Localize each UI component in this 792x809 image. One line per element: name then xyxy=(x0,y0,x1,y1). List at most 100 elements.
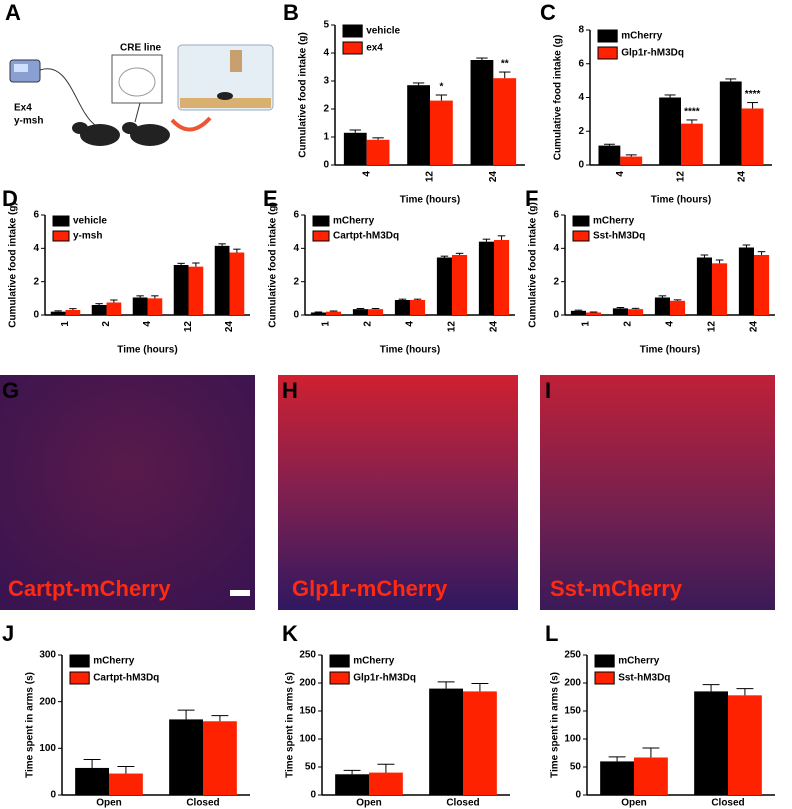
bar xyxy=(586,312,602,315)
y-tick-label: 6 xyxy=(553,210,559,221)
panel-letter: G xyxy=(2,378,19,403)
panel-letter: H xyxy=(282,378,298,403)
y-tick-label: 2 xyxy=(578,126,584,137)
error-bar xyxy=(608,756,626,762)
bar xyxy=(410,300,426,315)
error-bar xyxy=(371,308,380,310)
panel-letter: I xyxy=(545,378,551,403)
y-tick-label: 100 xyxy=(299,734,316,745)
error-bar xyxy=(673,299,682,301)
error-bar xyxy=(177,262,185,265)
error-bar xyxy=(747,102,759,109)
error-bar xyxy=(589,311,598,313)
bar xyxy=(628,309,644,315)
error-bar xyxy=(757,251,766,255)
error-bar xyxy=(440,255,449,258)
y-tick-label: 1 xyxy=(323,132,329,143)
bar xyxy=(436,257,452,315)
y-tick-label: 0 xyxy=(293,310,299,321)
y-axis-label: Time spent in arms (s) xyxy=(25,672,36,778)
error-bar xyxy=(117,766,135,774)
pump-label: y-msh xyxy=(14,116,43,127)
bar xyxy=(430,100,453,165)
legend-label: y-msh xyxy=(73,231,102,242)
y-tick-label: 150 xyxy=(299,706,316,717)
bar xyxy=(368,309,384,315)
micrograph xyxy=(278,375,518,610)
bar xyxy=(719,81,742,165)
y-axis-label: Cumulative food intake (g) xyxy=(553,35,564,161)
bar xyxy=(229,252,245,315)
y-axis-label: Cumulative food intake (g) xyxy=(268,202,279,328)
diagram: Ex4 y-msh CRE line xyxy=(9,43,274,146)
error-bar xyxy=(702,684,720,692)
bar xyxy=(366,139,390,165)
x-tick-label: Closed xyxy=(186,798,219,809)
y-tick-label: 50 xyxy=(305,762,317,773)
legend-label: mCherry xyxy=(333,216,375,227)
bar xyxy=(335,774,369,795)
panel-letter: D xyxy=(2,186,18,211)
x-tick-label: 24 xyxy=(736,171,747,183)
panel-letter: J xyxy=(2,621,14,646)
legend-swatch xyxy=(342,41,363,55)
y-tick-label: 300 xyxy=(39,650,56,661)
cre-label: CRE line xyxy=(120,43,162,54)
panel-letter: B xyxy=(283,0,299,25)
x-tick-label: 12 xyxy=(676,171,687,183)
x-tick-label: 4 xyxy=(405,321,416,327)
x-tick-label: 4 xyxy=(665,321,676,327)
significance: * xyxy=(439,82,443,93)
panel-letter: A xyxy=(5,0,21,25)
error-bar xyxy=(177,709,195,720)
bar xyxy=(712,263,728,315)
panel-letter: F xyxy=(525,186,538,211)
y-tick-label: 150 xyxy=(564,706,581,717)
x-tick-label: 4 xyxy=(361,171,372,177)
legend-label: Cartpt-hM3Dq xyxy=(333,231,399,242)
y-tick-label: 0 xyxy=(575,790,581,801)
x-tick-label: 12 xyxy=(447,321,458,333)
error-bar xyxy=(69,308,77,310)
error-bar xyxy=(715,259,724,264)
legend-label: mCherry xyxy=(93,656,135,667)
y-tick-label: 6 xyxy=(33,210,39,221)
bar xyxy=(214,245,230,315)
y-tick-label: 5 xyxy=(323,20,329,31)
legend-swatch xyxy=(329,654,350,668)
y-axis-label: Cumulative food intake (g) xyxy=(8,202,19,328)
error-bar xyxy=(574,309,583,311)
x-tick-label: 2 xyxy=(101,321,112,327)
error-bar xyxy=(476,57,488,60)
error-bar xyxy=(499,71,511,79)
bar xyxy=(494,240,510,315)
bar xyxy=(75,767,109,795)
error-bar xyxy=(218,243,226,246)
error-bar xyxy=(412,82,425,86)
bar xyxy=(659,97,681,165)
bar xyxy=(754,255,770,315)
y-axis-label: Time spent in arms (s) xyxy=(285,672,296,778)
legend-swatch xyxy=(312,215,330,227)
x-axis-label: Time (hours) xyxy=(380,345,440,356)
micrograph xyxy=(0,375,255,610)
bar xyxy=(470,60,494,165)
x-tick-label: 4 xyxy=(615,171,626,177)
x-tick-label: Closed xyxy=(711,798,744,809)
legend-swatch xyxy=(572,230,590,242)
image-label: Cartpt-mCherry xyxy=(8,576,171,601)
bar xyxy=(106,302,122,315)
pump-label: Ex4 xyxy=(14,103,32,114)
y-tick-label: 4 xyxy=(323,48,329,59)
panel-letter: L xyxy=(545,621,558,646)
legend-label: Cartpt-hM3Dq xyxy=(93,673,159,684)
y-axis-label: Cumulative food intake (g) xyxy=(528,202,539,328)
x-tick-label: 12 xyxy=(425,171,436,183)
bar xyxy=(452,255,468,315)
bar xyxy=(463,691,497,795)
legend-swatch xyxy=(312,230,330,242)
y-tick-label: 0 xyxy=(578,160,584,171)
bar xyxy=(429,688,463,795)
legend-swatch xyxy=(594,654,615,668)
